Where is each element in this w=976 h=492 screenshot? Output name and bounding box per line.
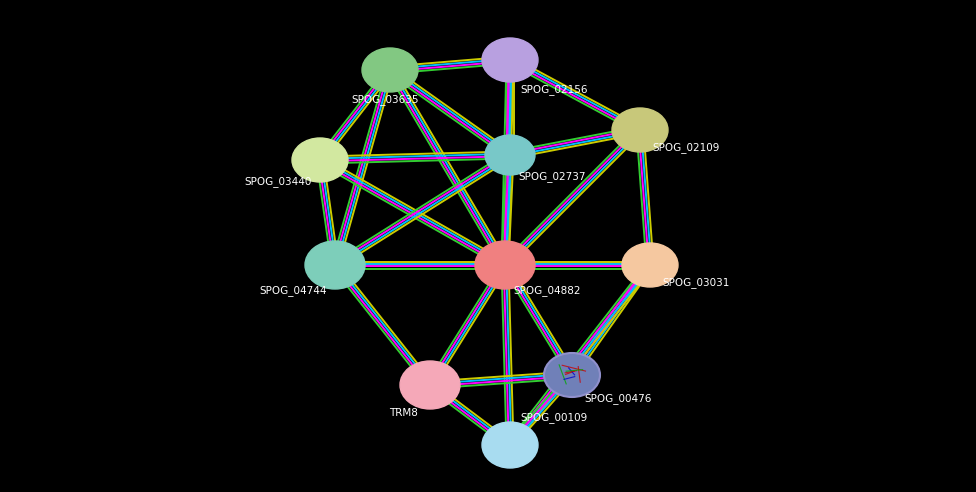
- Text: SPOG_00476: SPOG_00476: [584, 394, 651, 404]
- Ellipse shape: [612, 108, 668, 152]
- Ellipse shape: [400, 361, 460, 409]
- Ellipse shape: [485, 135, 535, 175]
- Ellipse shape: [362, 48, 418, 92]
- Text: SPOG_04882: SPOG_04882: [513, 285, 581, 297]
- Ellipse shape: [475, 241, 535, 289]
- Ellipse shape: [544, 353, 600, 397]
- Text: SPOG_03440: SPOG_03440: [245, 177, 312, 187]
- Text: SPOG_03635: SPOG_03635: [351, 94, 419, 105]
- Ellipse shape: [305, 241, 365, 289]
- Text: TRM8: TRM8: [389, 408, 418, 418]
- Text: SPOG_03031: SPOG_03031: [662, 277, 729, 288]
- Text: SPOG_02737: SPOG_02737: [518, 172, 586, 183]
- Ellipse shape: [482, 38, 538, 82]
- Text: SPOG_02156: SPOG_02156: [520, 85, 588, 95]
- Ellipse shape: [622, 243, 678, 287]
- Ellipse shape: [292, 138, 348, 182]
- Ellipse shape: [482, 422, 538, 468]
- Text: SPOG_00109: SPOG_00109: [520, 413, 588, 424]
- Text: SPOG_04744: SPOG_04744: [260, 285, 327, 297]
- Text: SPOG_02109: SPOG_02109: [652, 143, 719, 154]
